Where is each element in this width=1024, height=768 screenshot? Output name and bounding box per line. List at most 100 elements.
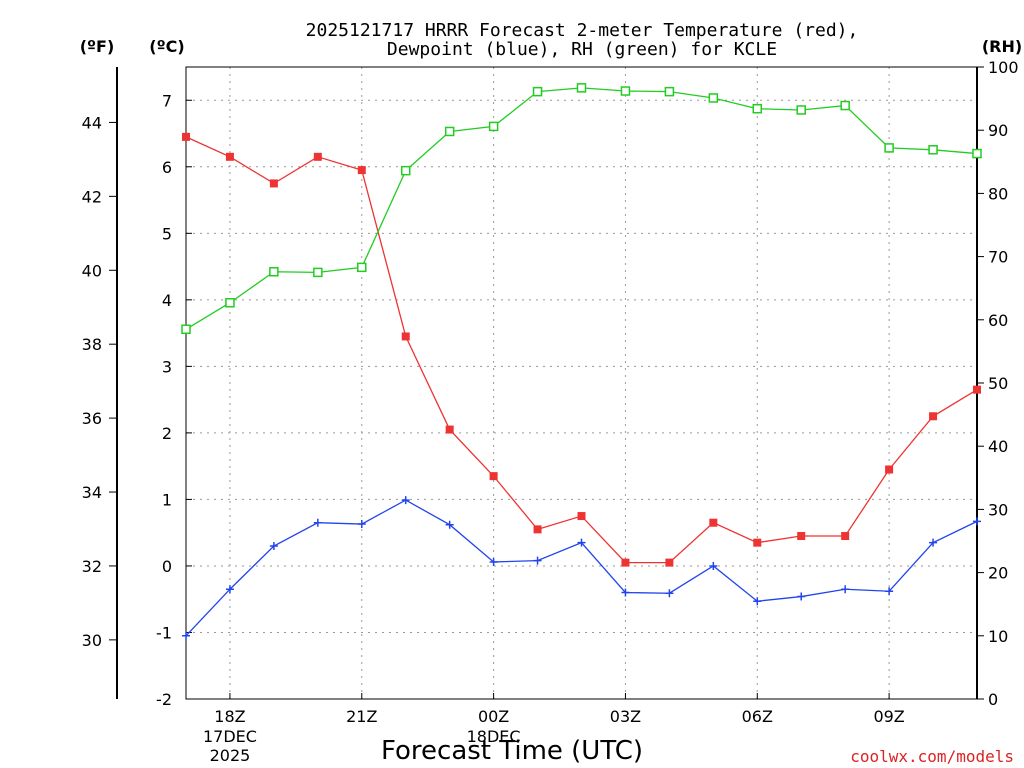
x-axis-label: Forecast Time (UTC) [381, 736, 643, 766]
dewpoint-point [182, 631, 190, 640]
dewpoint-point [709, 561, 718, 570]
dewpoint-point [445, 520, 454, 529]
rh-point [313, 267, 323, 278]
fahrenheit-tick-label: 32 [82, 557, 102, 576]
dewpoint-point [621, 588, 630, 597]
fahrenheit-tick-label: 44 [82, 113, 102, 132]
rh-tick-label: 50 [988, 374, 1008, 393]
rh-point [752, 103, 763, 114]
temperature-point [621, 558, 630, 567]
fahrenheit-tick-label: 34 [82, 483, 102, 502]
rh-tick-label: 0 [988, 690, 998, 709]
dewpoint-point [753, 597, 762, 606]
dewpoint-point [929, 538, 938, 547]
rh-point [708, 93, 719, 103]
temperature-point [709, 518, 718, 527]
rh-series-line [185, 87, 978, 330]
credit-text: coolwx.com/models [850, 747, 1014, 766]
rh-point [840, 100, 850, 111]
rh-tick-label: 100 [988, 58, 1019, 77]
celsius-tick-label: 7 [162, 91, 172, 110]
rh-point [972, 148, 982, 159]
x-tick-label: 03Z [610, 707, 641, 726]
rh-point [181, 324, 191, 335]
dewpoint-point [533, 556, 542, 565]
temperature-point [445, 425, 454, 434]
rh-tick-label: 10 [988, 627, 1008, 646]
temperature-point [841, 532, 850, 541]
rh-point [488, 121, 499, 132]
temperature-point [401, 332, 410, 341]
rh-point [576, 83, 587, 93]
celsius-unit-label: (ºC) [149, 37, 184, 56]
axes-layer [116, 66, 978, 700]
fahrenheit-tick-label: 36 [82, 409, 102, 428]
rh-tick-label: 90 [988, 121, 1008, 140]
rh-point [269, 267, 279, 277]
celsius-tick-label: 0 [162, 557, 172, 576]
celsius-tick-label: 3 [162, 357, 172, 376]
x-tick-sublabel: 2025 [210, 746, 251, 765]
rh-point [884, 143, 894, 153]
celsius-tick-label: 4 [162, 291, 172, 310]
dewpoint-point [401, 496, 410, 505]
dewpoint-point [973, 517, 981, 526]
x-tick-sublabel: 18DEC [467, 727, 521, 746]
x-tick-label: 06Z [742, 707, 773, 726]
temperature-point [797, 532, 806, 541]
grid-layer [186, 67, 977, 699]
rh-tick-label: 70 [988, 248, 1008, 267]
x-tick-label: 18Z [214, 707, 245, 726]
dewpoint-point [225, 585, 234, 594]
celsius-tick-label: -2 [156, 690, 172, 709]
rh-point [225, 297, 235, 308]
rh-point [400, 165, 411, 176]
rh-point [532, 86, 543, 97]
temperature-series-line [185, 136, 978, 564]
celsius-tick-label: 5 [162, 224, 172, 243]
dewpoint-series-line [185, 499, 978, 637]
series-layer [181, 83, 982, 640]
celsius-tick-label: -1 [156, 623, 172, 642]
fahrenheit-tick-label: 30 [82, 631, 102, 650]
rh-point [357, 262, 367, 273]
rh-point [664, 86, 675, 97]
rh-point [444, 126, 455, 137]
temperature-point [577, 512, 586, 521]
rh-point [620, 86, 631, 96]
x-tick-label: 21Z [346, 707, 377, 726]
x-tick-label: 00Z [478, 707, 509, 726]
rh-point [796, 105, 806, 115]
rh-unit-label: (RH) [982, 37, 1022, 56]
temperature-point [533, 525, 542, 534]
dewpoint-point [885, 587, 894, 596]
temperature-point [357, 166, 366, 175]
rh-tick-label: 30 [988, 500, 1008, 519]
temperature-point [753, 538, 762, 547]
fahrenheit-tick-label: 40 [82, 261, 102, 280]
temperature-point [665, 558, 674, 567]
temperature-point [973, 385, 981, 394]
chart-title-line1: 2025121717 HRRR Forecast 2-meter Tempera… [306, 20, 859, 41]
celsius-tick-label: 1 [162, 490, 172, 509]
temperature-point [929, 412, 938, 421]
rh-tick-label: 80 [988, 184, 1008, 203]
celsius-tick-label: 6 [162, 158, 172, 177]
x-tick-sublabel: 17DEC [203, 727, 257, 746]
rh-tick-label: 60 [988, 311, 1008, 330]
temperature-point [269, 179, 278, 188]
plot-frame [185, 66, 978, 700]
celsius-tick-label: 2 [162, 424, 172, 443]
x-tick-label: 09Z [873, 707, 904, 726]
dewpoint-point [269, 541, 278, 550]
temperature-point [182, 132, 190, 141]
rh-tick-label: 20 [988, 564, 1008, 583]
dewpoint-point [577, 538, 586, 547]
dewpoint-point [665, 589, 674, 598]
dewpoint-point [357, 520, 366, 529]
temperature-point [885, 465, 894, 474]
dewpoint-point [797, 592, 806, 601]
temperature-point [313, 152, 322, 161]
dewpoint-point [841, 585, 850, 594]
